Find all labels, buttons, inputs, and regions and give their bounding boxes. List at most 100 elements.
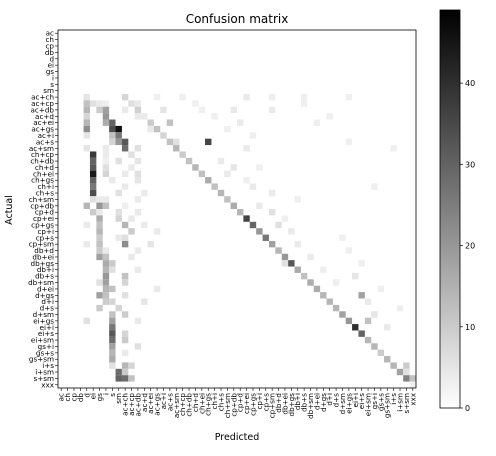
x-tick-label: d+sm (338, 393, 347, 414)
y-tick-label: db (45, 48, 55, 57)
heatmap-cell (109, 119, 116, 126)
heatmap-cell (294, 266, 301, 273)
heatmap-cell (147, 125, 154, 133)
y-tick-label: ac+s (36, 137, 54, 146)
heatmap-cell (371, 343, 378, 350)
x-tick-label: d+ei (312, 393, 321, 410)
y-tick-label: cp+d (35, 208, 54, 217)
heatmap-cell (160, 132, 167, 139)
heatmap-cell (403, 368, 410, 376)
heatmap-cell (102, 260, 110, 267)
heatmap-cell (83, 93, 90, 101)
heatmap-cell (268, 209, 276, 216)
y-tick-label: ac+d (35, 112, 54, 121)
heatmap-cell (96, 292, 103, 299)
x-tick-label: ei (89, 393, 98, 399)
heatmap-cell (109, 177, 116, 184)
y-tick-label: db+i (37, 265, 54, 274)
heatmap-cell (102, 151, 110, 158)
heatmap-cell (102, 196, 110, 203)
x-tick-label: db (76, 393, 85, 403)
x-tick-label: ac+gs (153, 393, 162, 416)
heatmap-cell (121, 349, 129, 357)
heatmap-cell (109, 138, 116, 146)
y-tick-label: ei+gs (33, 316, 54, 325)
heatmap-cell (326, 113, 333, 120)
heatmap-cell (237, 119, 244, 126)
heatmap-cell (115, 209, 122, 216)
heatmap-cell (339, 234, 346, 241)
y-tick-label: xxx (41, 380, 55, 389)
x-tick-label: ch+i (210, 393, 219, 410)
heatmap-cell (102, 119, 110, 126)
heatmap-cell (268, 93, 276, 101)
heatmap-cell (102, 170, 110, 178)
y-tick-label: db+ei (32, 252, 54, 261)
y-tick-label: d+s (40, 304, 55, 313)
heatmap-cell (288, 260, 295, 267)
heatmap-cell (121, 336, 129, 344)
x-tick-label: db+ei (280, 393, 289, 415)
heatmap-cell (102, 113, 110, 120)
heatmap-cell (121, 138, 129, 146)
heatmap-cell (89, 196, 97, 203)
heatmap-cell (134, 317, 142, 325)
x-tick-label: ac+cp (127, 393, 136, 416)
heatmap-cell (326, 298, 333, 305)
heatmap-cell (115, 132, 122, 139)
heatmap-cell (109, 311, 116, 318)
heatmap-cell (109, 356, 116, 363)
y-tick-label: ch+ei (33, 169, 54, 178)
heatmap-cell (243, 145, 250, 152)
x-tick-label: i+sm (396, 393, 405, 412)
heatmap-cell (96, 196, 103, 203)
colorbar-tick-label: 0 (465, 404, 470, 413)
heatmap-cell (89, 157, 97, 165)
x-tick-label: cp+sm (268, 393, 277, 418)
y-tick-label: ac+i (38, 131, 54, 140)
heatmap-cell (115, 157, 122, 165)
y-tick-label: d+sm (33, 310, 54, 319)
heatmap-cell (147, 119, 154, 126)
heatmap-cell (83, 132, 90, 139)
y-tick-label: d+gs (35, 291, 54, 300)
y-tick-label: ei+sm (31, 336, 54, 345)
heatmap-cell (300, 272, 308, 280)
y-axis-label: Actual (4, 195, 15, 225)
x-tick-label: ch+cp (178, 393, 187, 416)
heatmap-cell (358, 330, 365, 337)
heatmap-cell (268, 240, 276, 248)
x-tick-label: cp+gs (248, 393, 257, 416)
heatmap-cell (109, 324, 116, 331)
heatmap-cell (83, 106, 90, 114)
heatmap-cell (134, 145, 142, 152)
x-tick-label: i+s (389, 393, 398, 405)
heatmap-cell (390, 145, 397, 152)
heatmap-cell (256, 202, 263, 209)
heatmap-cell (121, 368, 129, 376)
heatmap-cell (102, 100, 110, 107)
y-tick-labels: acchcpdbdeigsissmac+chac+cpac+dbac+dac+e… (28, 29, 58, 389)
heatmap-cell (237, 209, 244, 216)
x-tick-label: ch+gs (204, 393, 213, 416)
y-tick-label: d (49, 54, 54, 63)
heatmap-cell (89, 189, 97, 197)
heatmap-cell (364, 317, 372, 325)
colorbar-tick-label: 40 (465, 79, 475, 88)
heatmap-cell (102, 247, 110, 254)
heatmap-cell (121, 311, 129, 318)
heatmap-cell (109, 132, 116, 139)
y-tick-label: ch+db (30, 157, 54, 166)
heatmap-cell (102, 266, 110, 273)
heatmap-cell (345, 247, 353, 254)
colorbar-tick-label: 10 (465, 323, 475, 332)
heatmap-cell (134, 247, 142, 254)
heatmap-cell (300, 93, 308, 101)
heatmap-cell (128, 164, 135, 171)
heatmap-cell (192, 100, 199, 107)
heatmap-cell (128, 228, 135, 235)
heatmap-cell (121, 375, 129, 382)
y-tick-label: ch+cp (31, 150, 54, 159)
heatmap-cell (109, 343, 116, 350)
heatmap-cell (153, 285, 161, 293)
